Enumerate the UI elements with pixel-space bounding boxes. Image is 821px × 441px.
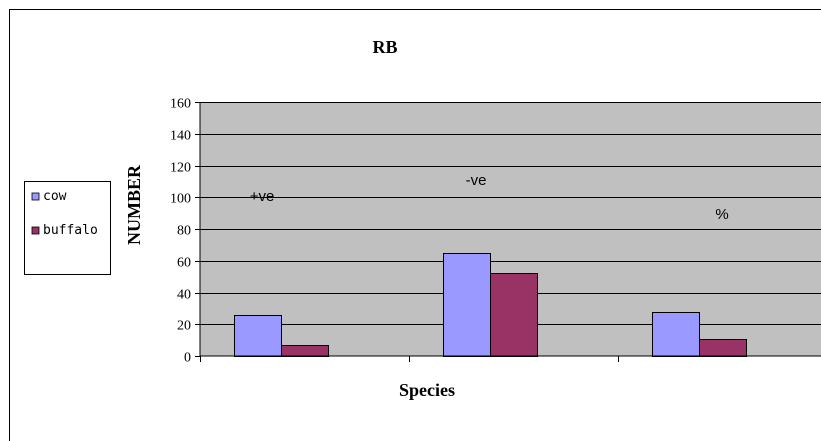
y-tick-label: 160	[170, 97, 191, 112]
legend: cow buffalo	[24, 181, 111, 275]
bar-buffalo-2	[490, 273, 538, 357]
legend-label-cow: cow	[43, 189, 67, 204]
x-axis-title: Species	[399, 380, 455, 400]
annotation-positive: +ve	[250, 188, 275, 205]
x-ticks	[200, 356, 619, 362]
y-tick-label: 0	[184, 351, 191, 366]
y-axis-title: NUMBER	[124, 164, 144, 245]
y-tick-label: 60	[177, 256, 191, 271]
chart-title: RB	[372, 37, 397, 57]
legend-swatch-cow	[31, 192, 40, 201]
y-tick-label: 20	[177, 319, 191, 334]
plot-area: 0 20 40 60 80 100 120 140 160	[170, 97, 821, 366]
legend-label-buffalo: buffalo	[43, 223, 98, 238]
bars	[234, 253, 747, 357]
bar-cow-3	[652, 312, 700, 357]
bar-buffalo-1	[281, 345, 329, 357]
y-tick-label: 40	[177, 288, 191, 303]
gridlines	[200, 102, 821, 325]
annotation-negative: -ve	[466, 172, 487, 189]
bar-buffalo-3	[699, 339, 747, 357]
bar-cow-2	[443, 253, 491, 357]
y-tick-label: 120	[170, 161, 191, 176]
annotation-percent: %	[715, 206, 728, 223]
bar-cow-1	[234, 315, 282, 357]
y-tick-label: 80	[177, 224, 191, 239]
legend-swatch-buffalo	[31, 226, 40, 235]
y-tick-label: 100	[170, 192, 191, 207]
y-tick-label: 140	[170, 129, 191, 144]
y-ticks: 0 20 40 60 80 100 120 140 160	[170, 97, 200, 366]
